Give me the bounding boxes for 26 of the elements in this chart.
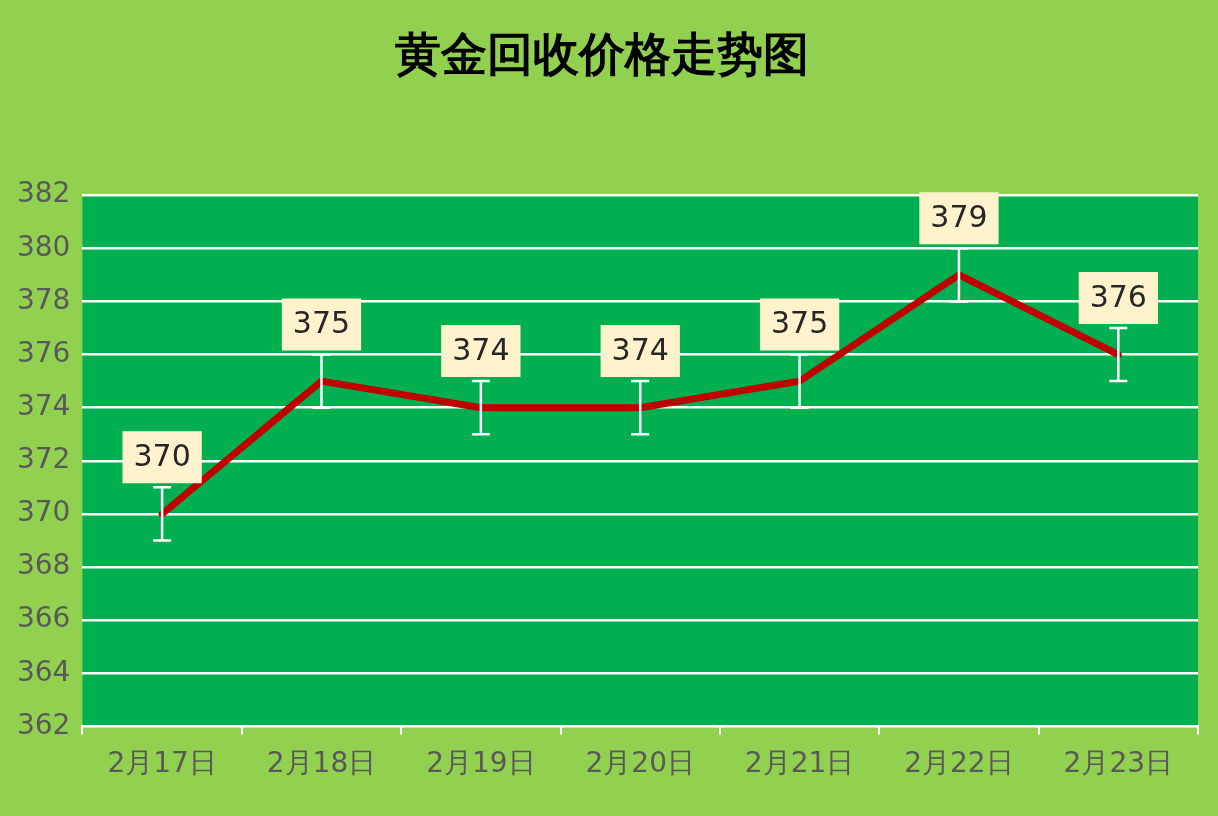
y-tick-label: 368 [16,548,71,582]
y-tick-label: 370 [16,495,71,529]
x-tick-label: 2月18日 [266,746,377,780]
data-label: 379 [930,199,988,235]
data-label: 370 [133,438,191,474]
data-label: 375 [292,305,351,341]
x-tick-label: 2月20日 [585,746,695,780]
y-tick-label: 364 [16,654,71,688]
x-tick-label: 2月17日 [107,746,217,780]
y-tick-label: 374 [16,388,71,422]
data-label: 374 [452,331,510,367]
y-tick-label: 382 [16,176,71,210]
x-tick-label: 2月19日 [426,746,536,780]
x-tick-label: 2月22日 [904,746,1014,780]
data-label: 374 [611,331,669,367]
chart-title: 黄金回收价格走势图 [394,26,809,81]
y-tick-label: 378 [16,282,71,316]
y-tick-label: 372 [16,442,71,476]
x-tick-label: 2月23日 [1063,746,1174,780]
y-tick-label: 366 [16,601,71,635]
y-tick-label: 362 [16,707,71,741]
y-tick-label: 380 [16,229,71,263]
y-tick-label: 376 [16,335,71,369]
data-label: 375 [770,305,829,341]
x-tick-label: 2月21日 [744,746,855,780]
data-label: 376 [1089,278,1147,314]
